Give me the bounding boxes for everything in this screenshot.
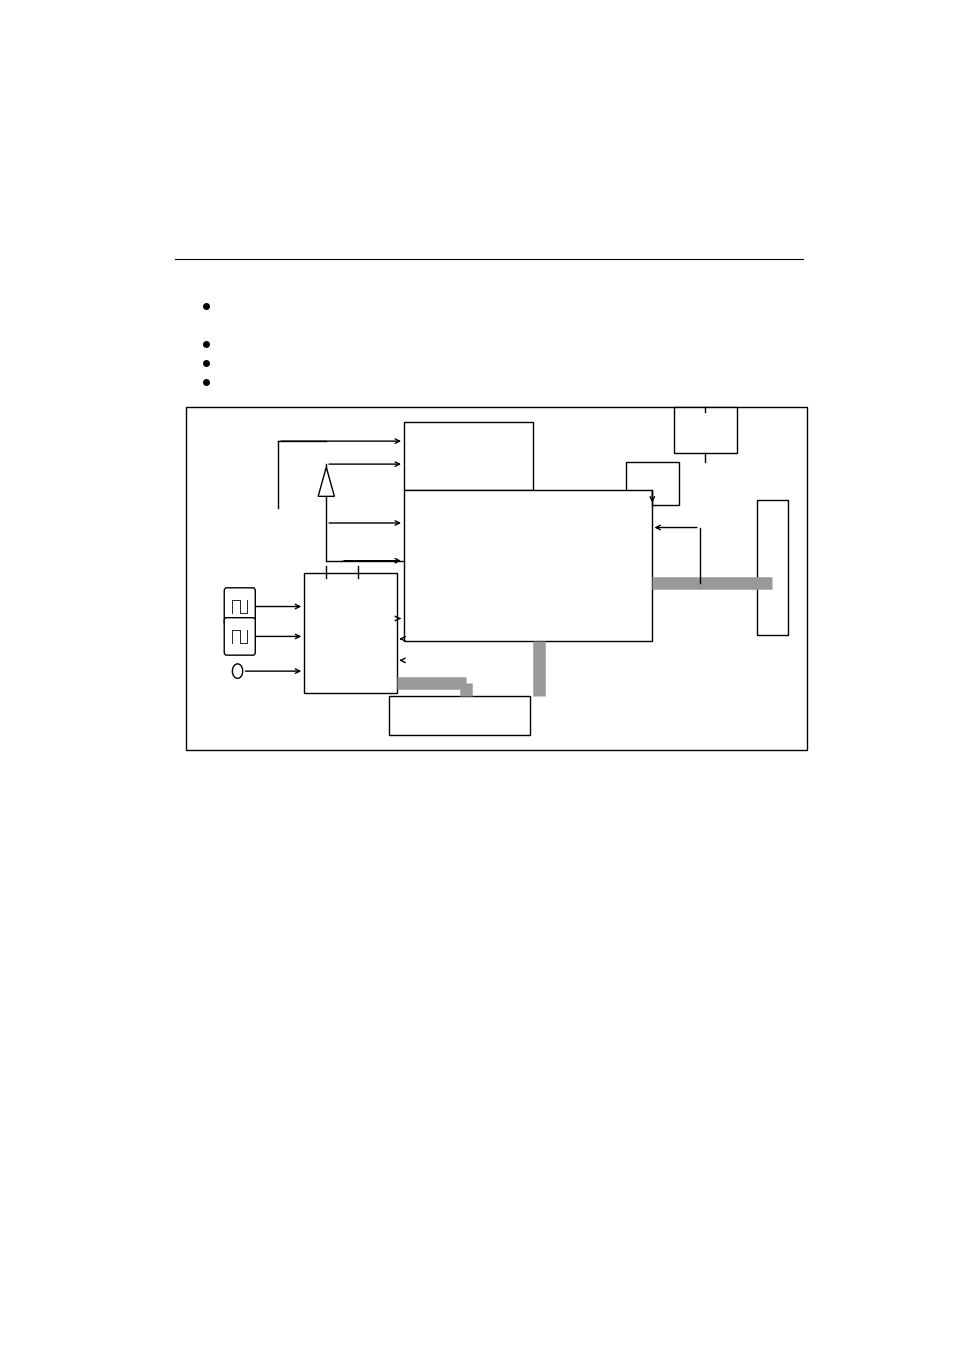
Bar xyxy=(389,696,529,735)
Bar xyxy=(625,462,679,505)
Polygon shape xyxy=(317,467,335,496)
FancyBboxPatch shape xyxy=(224,588,255,626)
Bar xyxy=(186,407,806,750)
Bar xyxy=(403,422,533,490)
Bar xyxy=(673,407,736,454)
FancyBboxPatch shape xyxy=(224,617,255,655)
Bar xyxy=(304,573,396,693)
Bar xyxy=(403,490,651,640)
Circle shape xyxy=(233,663,242,678)
Bar xyxy=(756,500,787,635)
